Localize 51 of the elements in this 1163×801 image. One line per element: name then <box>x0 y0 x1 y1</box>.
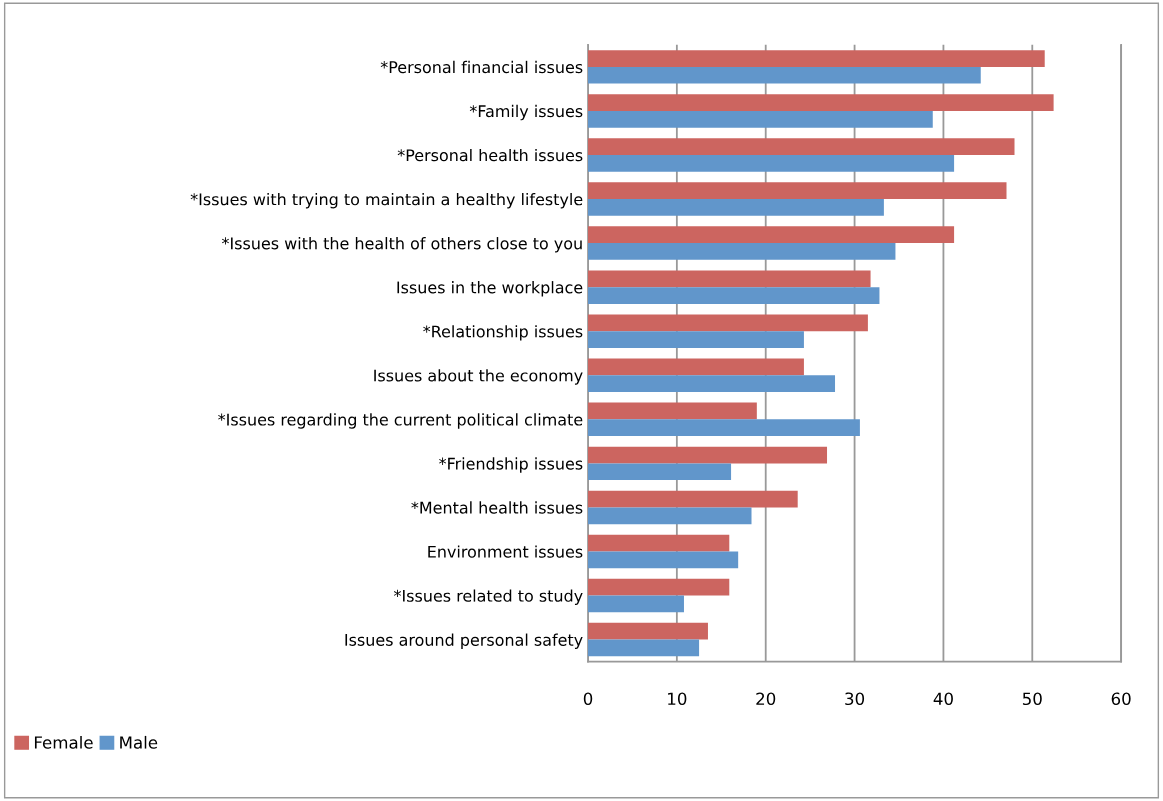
y-tick-label: Environment issues <box>428 545 583 558</box>
y-tick-label: *Personal health issues <box>397 148 583 162</box>
bar <box>588 402 757 420</box>
bar <box>588 419 860 437</box>
x-tick-label: 40 <box>933 692 953 706</box>
y-tick-label: Issues about the economy <box>374 369 583 385</box>
bar <box>588 94 1054 111</box>
bar <box>588 182 1007 200</box>
x-tick-label: 30 <box>845 692 865 706</box>
bar <box>588 534 730 552</box>
bar <box>588 154 955 172</box>
y-tick-label: Issues around personal safety <box>345 633 583 649</box>
y-tick-label: *Issues regarding the current political climate <box>218 413 583 429</box>
bar <box>588 490 798 508</box>
bar <box>588 622 708 640</box>
bar <box>588 199 884 216</box>
x-tick-label: 20 <box>756 692 776 706</box>
bar <box>588 270 871 288</box>
bar <box>588 358 804 376</box>
x-tick-label: 0 <box>583 692 593 706</box>
bar <box>588 331 804 348</box>
bar <box>588 375 836 393</box>
bar <box>588 314 868 332</box>
bar <box>588 639 700 657</box>
bar <box>588 551 739 569</box>
legend-label: Male <box>120 735 158 749</box>
y-tick-label: *Issues related to study <box>393 589 583 605</box>
bar <box>588 463 732 481</box>
bar <box>588 578 730 596</box>
y-tick-label: *Family issues <box>469 104 583 121</box>
bar <box>588 66 981 84</box>
legend-label: Female <box>34 735 93 749</box>
y-tick-label: *Friendship issues <box>439 457 583 473</box>
y-tick-label: Issues in the workplace <box>397 281 583 297</box>
y-tick-label: *Mental health issues <box>411 501 583 514</box>
bar <box>588 507 752 525</box>
x-tick-label: 10 <box>668 692 687 706</box>
bar <box>588 287 880 304</box>
x-tick-label: 60 <box>1111 692 1131 706</box>
bar <box>588 446 828 464</box>
bar <box>588 595 684 613</box>
y-tick-label: *Personal financial issues <box>380 60 583 74</box>
bar <box>588 50 1045 67</box>
bar <box>588 138 1015 155</box>
y-tick-label: *Issues with the health of others close to you <box>221 237 582 253</box>
bar <box>588 243 896 260</box>
y-tick-label: *Relationship issues <box>423 325 583 341</box>
bar <box>588 110 933 128</box>
x-tick-label: 50 <box>1022 692 1042 706</box>
y-tick-label: *Issues with trying to maintain a healthy lifestyle <box>190 192 583 209</box>
bar <box>588 226 955 244</box>
